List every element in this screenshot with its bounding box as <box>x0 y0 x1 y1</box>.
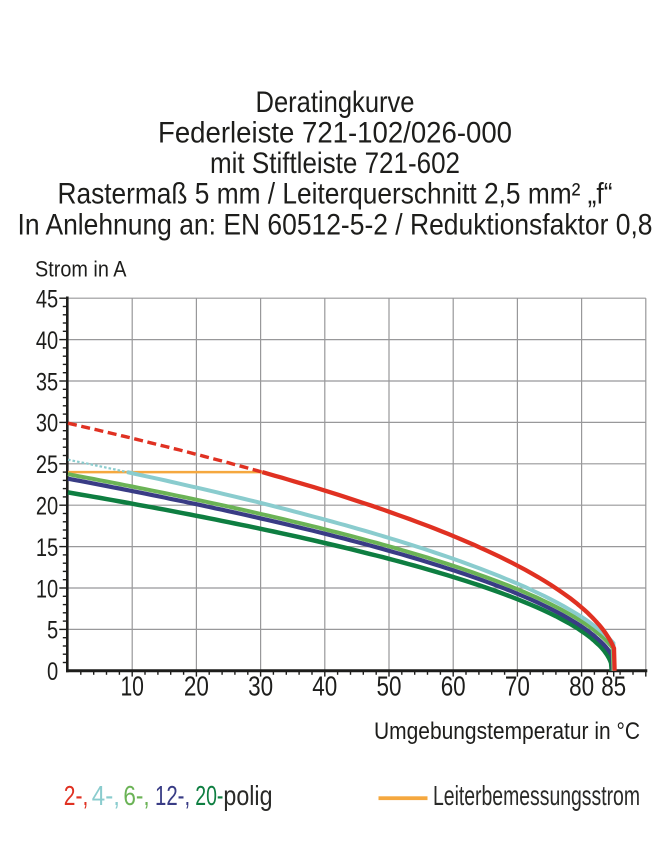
svg-text:5: 5 <box>47 617 58 645</box>
svg-text:50: 50 <box>377 670 402 701</box>
svg-text:70: 70 <box>505 670 530 701</box>
svg-text:60: 60 <box>441 670 466 701</box>
svg-text:2-,: 2-, <box>64 780 89 811</box>
svg-text:85: 85 <box>601 670 626 701</box>
svg-text:40: 40 <box>36 327 58 355</box>
svg-text:30: 30 <box>248 670 273 701</box>
svg-text:Leiterbemessungsstrom: Leiterbemessungsstrom <box>433 780 640 811</box>
svg-text:10: 10 <box>120 670 144 701</box>
svg-text:40: 40 <box>312 670 337 701</box>
svg-text:80: 80 <box>569 670 594 701</box>
svg-text:15: 15 <box>36 534 58 562</box>
svg-text:Rastermaß 5 mm / Leiterquersch: Rastermaß 5 mm / Leiterquerschnitt 2,5 m… <box>58 178 613 211</box>
svg-text:20-: 20- <box>195 780 223 811</box>
svg-text:20: 20 <box>36 493 58 521</box>
svg-text:Umgebungstemperatur in °C: Umgebungstemperatur in °C <box>374 718 640 745</box>
svg-text:10: 10 <box>36 575 58 603</box>
svg-text:Deratingkurve: Deratingkurve <box>256 86 415 119</box>
svg-text:mit Stiftleiste 721-602: mit Stiftleiste 721-602 <box>210 147 460 180</box>
svg-text:polig: polig <box>223 780 272 811</box>
svg-text:4-,: 4-, <box>92 780 120 811</box>
svg-text:25: 25 <box>36 451 58 479</box>
svg-text:In Anlehnung an: EN 60512-5-2: In Anlehnung an: EN 60512-5-2 / Reduktio… <box>18 209 653 242</box>
svg-text:35: 35 <box>36 368 58 396</box>
svg-text:12-,: 12-, <box>155 780 190 811</box>
svg-text:Strom in A: Strom in A <box>35 257 127 282</box>
svg-text:0: 0 <box>47 658 58 686</box>
svg-text:6-,: 6-, <box>123 780 149 811</box>
svg-text:45: 45 <box>36 286 58 314</box>
svg-text:Federleiste 721-102/026-000: Federleiste 721-102/026-000 <box>158 117 512 150</box>
svg-text:20: 20 <box>184 670 209 701</box>
svg-text:30: 30 <box>36 410 58 438</box>
